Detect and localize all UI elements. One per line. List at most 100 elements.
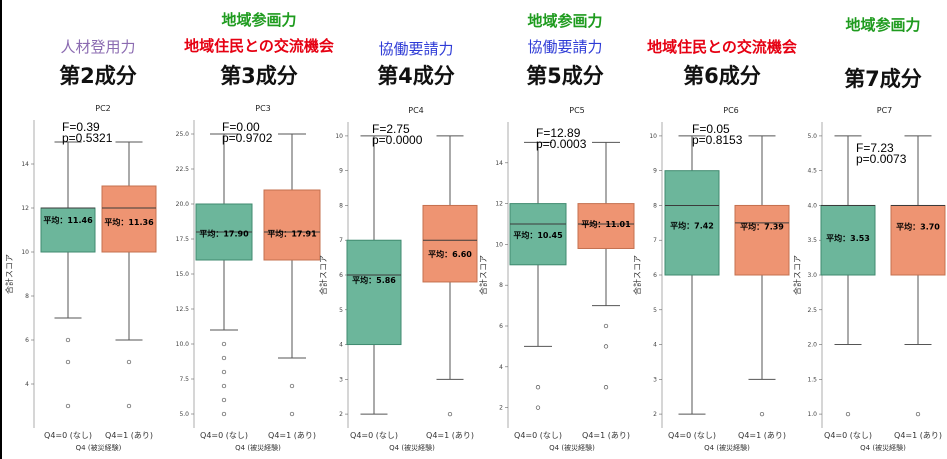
pc2-y-tick-label: 10: [21, 249, 29, 256]
pc7-mean-label-no: 平均：3.53: [826, 233, 870, 243]
pc7-outlier: [915, 411, 921, 417]
pc7-p-value: p=0.0073: [856, 152, 907, 166]
header-6-component: 第6成分: [683, 64, 761, 88]
pc3-f-stat: F=0.00: [222, 120, 260, 134]
pc5-outlier: [603, 344, 609, 349]
pc3-outlier: [221, 355, 227, 361]
pc3-box-yes: [263, 189, 321, 261]
pc7-y-tick-label: 3.0: [807, 272, 817, 279]
pc6-y-tick-label: 7: [653, 237, 657, 244]
pc3-outlier: [221, 341, 227, 347]
pc3-p-value: p=0.9702: [222, 131, 273, 145]
pc7-y-tick-label: 5.0: [807, 133, 817, 140]
pc5-mean-label-no: 平均：10.45: [513, 230, 563, 240]
pc3-x-tick-label: Q4=0 (なし): [200, 431, 248, 440]
pc5-x-tick-label: Q4=1 (あり): [582, 431, 630, 440]
pc2-outlier: [126, 403, 132, 409]
pc2-outlier: [65, 337, 71, 343]
pc5-y-tick-label: 8: [499, 282, 503, 289]
pc2-p-value: p=0.5321: [62, 131, 113, 145]
header-5-label-2: 協働要請力: [527, 38, 603, 56]
pc7-y-tick-label: 4.5: [807, 168, 817, 175]
pc7-y-tick-label: 1.5: [807, 376, 817, 383]
header-5-component: 第5成分: [526, 64, 604, 88]
pc3-y-tick-label: 20.0: [176, 201, 190, 208]
header-2-component: 第2成分: [59, 64, 137, 88]
pc2-box-yes: [101, 185, 157, 253]
pc4-p-value: p=0.0000: [372, 133, 423, 147]
pc3-outlier: [289, 411, 295, 417]
pc7-f-stat: F=7.23: [856, 141, 894, 155]
pc6-y-tick-label: 6: [653, 272, 657, 279]
pc5-outlier: [603, 385, 609, 390]
pc3-x-tick-label: Q4=1 (あり): [268, 431, 316, 440]
pc5-title: PC5: [569, 106, 585, 115]
pc5-mean-label-yes: 平均：11.01: [581, 219, 631, 229]
pc6-outlier: [759, 411, 765, 417]
pc5-y-tick-label: 4: [499, 364, 503, 371]
pc3-outlier: [221, 411, 227, 417]
pc7-y-tick-label: 2.0: [807, 342, 817, 349]
pc5-box-no: [509, 203, 567, 266]
pc5-outlier: [603, 323, 609, 329]
pc2-mean-label-no: 平均：11.46: [43, 215, 93, 225]
pc3-outlier: [289, 383, 295, 389]
pc4-y-tick-label: 6: [339, 272, 343, 279]
pc6-f-stat: F=0.05: [692, 122, 730, 136]
pc7-y-axis-label: 合計スコア: [792, 255, 802, 295]
pc6-y-tick-label: 5: [653, 307, 657, 314]
pc6-x-tick-label: Q4=1 (あり): [738, 431, 786, 440]
pc2-y-tick-label: 6: [25, 337, 29, 344]
pc3-y-tick-label: 10.0: [176, 341, 190, 348]
pc5-x-axis-label: Q4 (被災経験): [549, 443, 595, 452]
header-7-label-1: 地域参画力: [845, 16, 921, 34]
pc4-box-yes: [422, 204, 478, 283]
pc7-box-yes: [890, 204, 946, 276]
pc4-x-tick-label: Q4=1 (あり): [426, 431, 474, 440]
pc6-y-tick-label: 10: [649, 133, 657, 140]
pc6-y-axis-label: 合計スコア: [632, 255, 642, 295]
pc7-mean-label-yes: 平均：3.70: [896, 221, 940, 231]
pc4-mean-label-yes: 平均：6.60: [428, 249, 472, 259]
pc4-y-tick-label: 7: [339, 237, 343, 244]
pc4-y-tick-label: 8: [339, 202, 343, 209]
pc5-y-tick-label: 2: [499, 405, 503, 412]
pc4-mean-label-no: 平均：5.86: [352, 275, 396, 285]
pc4-title: PC4: [408, 106, 424, 115]
pc4-y-tick-label: 10: [335, 133, 343, 140]
pc5-y-tick-label: 12: [495, 201, 503, 208]
pc4-y-tick-label: 3: [339, 376, 343, 383]
header-5-label-1: 地域参画力: [527, 12, 603, 30]
pc6-mean-label-yes: 平均：7.39: [740, 222, 784, 232]
pc6-x-axis-label: Q4 (被災経験): [704, 443, 750, 452]
header-3-component: 第3成分: [220, 64, 298, 88]
pc2-y-tick-label: 8: [25, 293, 29, 300]
pc4-y-axis-label: 合計スコア: [318, 255, 328, 295]
pc2-outlier: [65, 403, 71, 409]
pc6-box-yes: [734, 204, 790, 276]
pc2-x-tick-label: Q4=1 (あり): [105, 431, 153, 440]
pc3-y-tick-label: 12.5: [176, 306, 190, 313]
pc3-outlier: [221, 397, 227, 403]
pc5-y-axis-label: 合計スコア: [478, 255, 488, 295]
pc7-box-no: [820, 204, 876, 276]
pc7-title: PC7: [877, 106, 893, 115]
pc7-x-axis-label: Q4 (被災経験): [860, 443, 906, 452]
pc3-y-tick-label: 25.0: [176, 131, 190, 138]
pc4-y-tick-label: 9: [339, 168, 343, 175]
pc5-y-tick-label: 14: [495, 160, 503, 167]
pc3-outlier: [221, 383, 227, 389]
pc2-x-tick-label: Q4=0 (なし): [44, 431, 92, 440]
pc5-x-tick-label: Q4=0 (なし): [514, 431, 562, 440]
pc2-outlier: [126, 359, 132, 365]
pc4-f-stat: F=2.75: [372, 122, 410, 136]
pc2-y-tick-label: 14: [21, 161, 29, 168]
pc2-title: PC2: [95, 104, 111, 113]
pc5-outlier: [535, 385, 541, 390]
pc6-p-value: p=0.8153: [692, 133, 743, 147]
pc6-title: PC6: [723, 106, 739, 115]
header-4-label-1: 協働要請力: [378, 40, 454, 58]
left-frame-border: [0, 0, 2, 459]
pc5-box-yes: [577, 203, 635, 249]
